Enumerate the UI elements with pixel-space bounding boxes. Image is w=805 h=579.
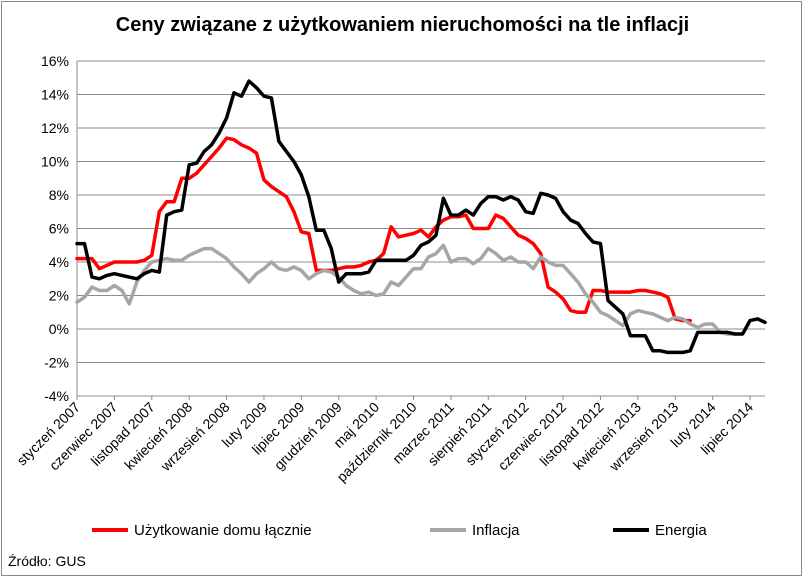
- y-tick-label: 6%: [49, 221, 69, 237]
- axes: [76, 61, 765, 396]
- gridlines: [77, 60, 765, 397]
- legend-swatch-uzytkowanie: [92, 528, 128, 532]
- x-tick-label: styczeń 2007: [13, 399, 83, 469]
- legend-label-energia: Energia: [655, 521, 707, 539]
- legend-item-inflacja: Inflacja: [430, 520, 520, 540]
- legend-item-uzytkowanie: Użytkowanie domu łącznie: [92, 520, 312, 540]
- y-tick-label: -2%: [44, 355, 69, 371]
- y-tick-label: 8%: [49, 187, 69, 203]
- legend-item-energia: Energia: [613, 520, 707, 540]
- y-tick-label: 14%: [41, 87, 69, 103]
- y-tick-label: 0%: [49, 321, 69, 337]
- y-axis-ticks: -4% -2% 0% 2% 4% 6% 8% 10% 12% 14% 16%: [41, 53, 69, 404]
- y-tick-label: 10%: [41, 154, 69, 170]
- y-tick-label: 12%: [41, 120, 69, 136]
- y-tick-label: 16%: [41, 53, 69, 69]
- legend-swatch-energia: [613, 528, 649, 532]
- legend-label-inflacja: Inflacja: [472, 521, 520, 539]
- series-lines: [75, 79, 767, 355]
- y-tick-label: 2%: [49, 288, 69, 304]
- source-note: Źródło: GUS: [8, 553, 86, 569]
- chart-title: Ceny związane z użytkowaniem nieruchomoś…: [115, 14, 690, 36]
- series-line-0: [75, 136, 692, 323]
- legend-swatch-inflacja: [430, 528, 466, 532]
- y-tick-label: 4%: [49, 254, 69, 270]
- legend-label-uzytkowanie: Użytkowanie domu łącznie: [134, 521, 312, 539]
- series-line-2: [75, 79, 767, 355]
- y-tick-label: -4%: [44, 388, 69, 404]
